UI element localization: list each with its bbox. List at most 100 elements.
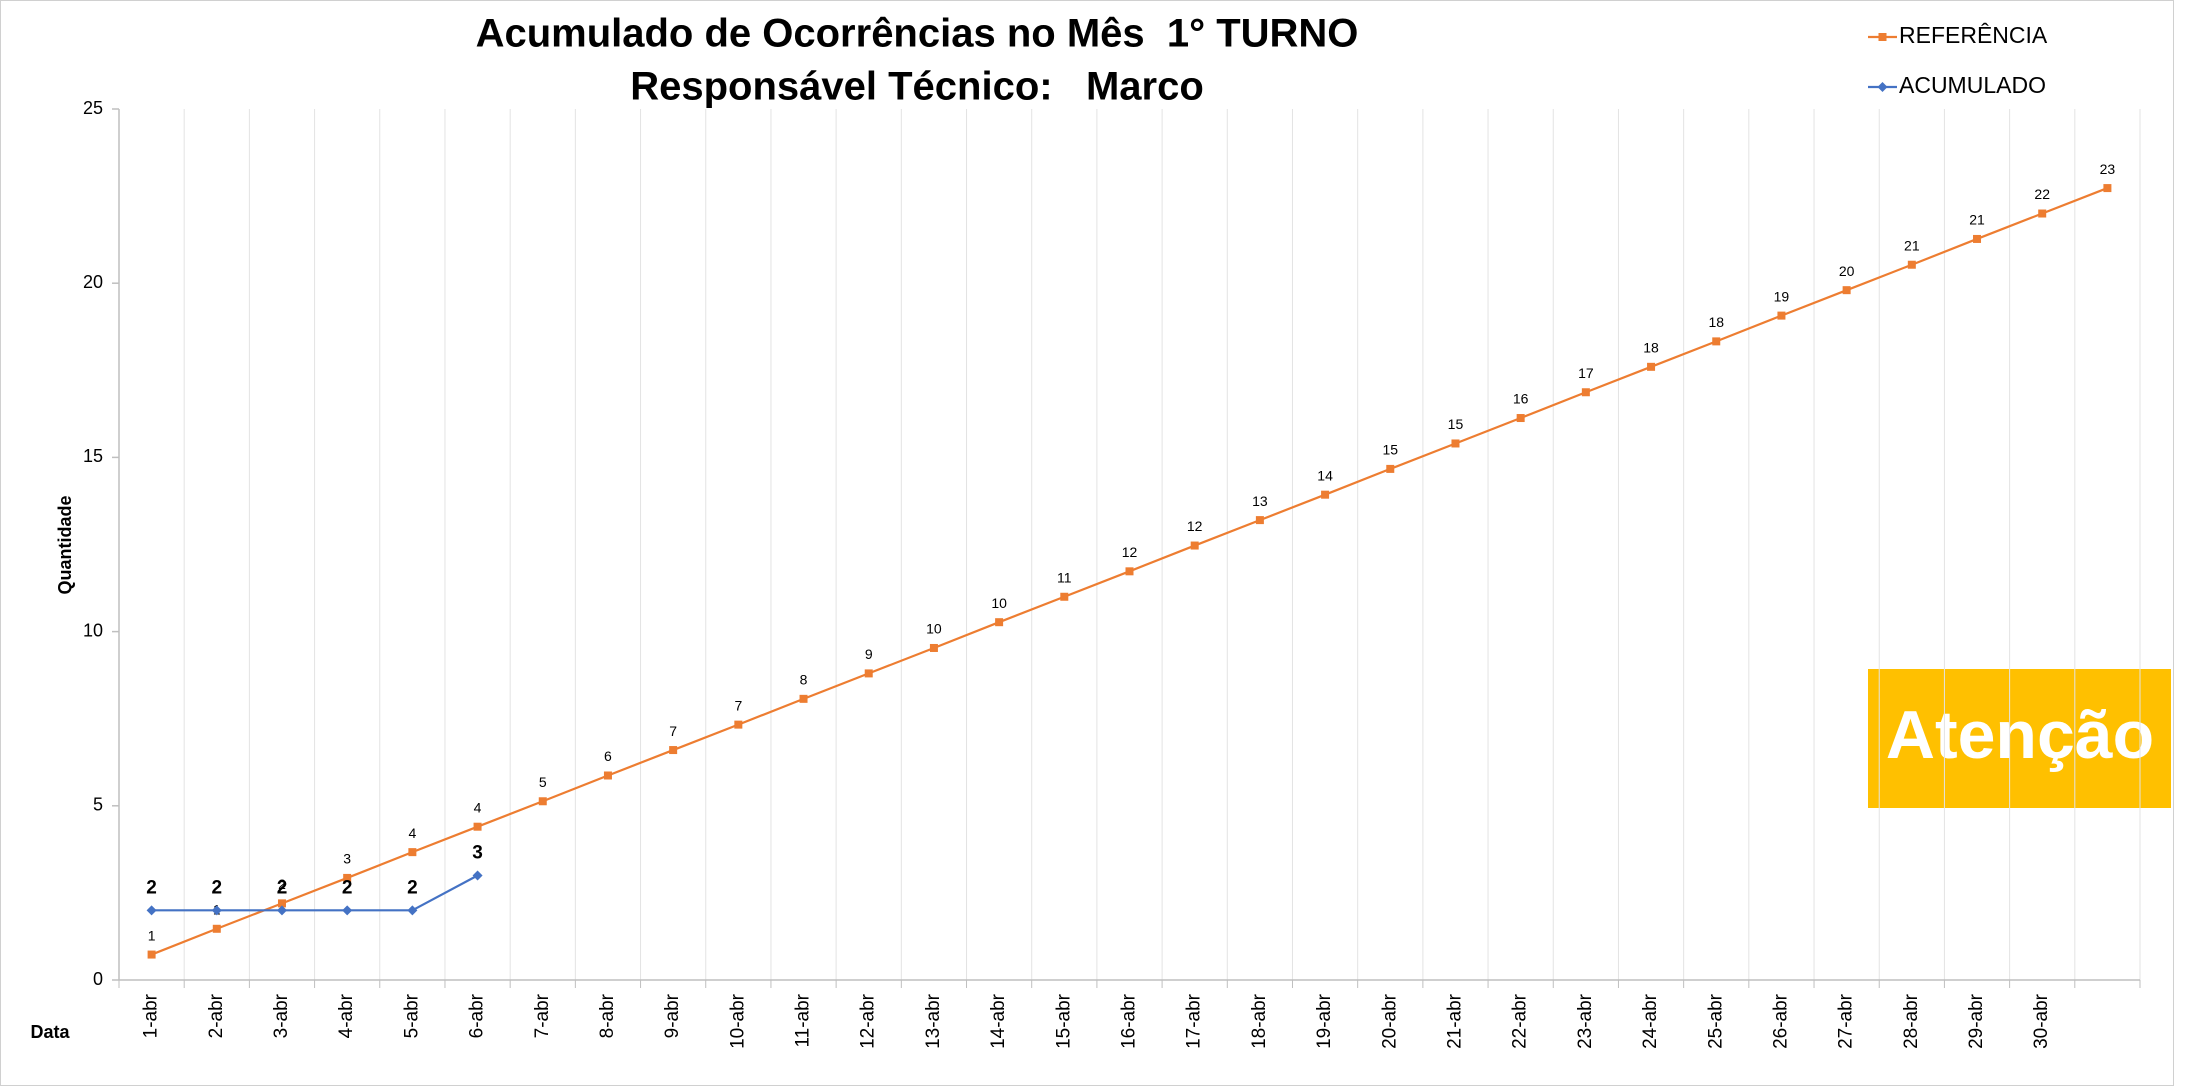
data-label: 12 — [1187, 518, 1203, 534]
point-marker — [146, 905, 157, 916]
legend-marker — [1877, 82, 1888, 92]
y-tick-label: 25 — [83, 98, 103, 118]
point-marker — [473, 822, 482, 831]
x-tick-label: 15-abr — [1053, 993, 1074, 1049]
x-tick-label: 9-abr — [662, 993, 683, 1038]
data-label: 3 — [472, 842, 483, 863]
point-marker — [1386, 464, 1395, 473]
chart-title: Acumulado de Ocorrências no Mês 1° TURNO — [476, 12, 1359, 56]
y-tick-label: 0 — [93, 969, 103, 989]
series-line — [151, 874, 479, 912]
x-tick-label: 14-abr — [988, 993, 1009, 1049]
point-marker — [734, 720, 743, 729]
point-marker — [408, 848, 417, 857]
x-tick-label: 22-abr — [1510, 993, 1531, 1049]
data-label: 16 — [1513, 391, 1529, 407]
data-label: 20 — [1839, 263, 1855, 279]
point-marker — [407, 905, 418, 916]
x-tick-label: 4-abr — [336, 993, 357, 1038]
data-label: 2 — [212, 877, 223, 898]
point-marker — [929, 643, 938, 652]
attention-text: Atenção — [1886, 697, 2154, 773]
data-label: 21 — [1904, 237, 1920, 253]
point-marker — [1647, 362, 1656, 371]
data-label: 23 — [2100, 161, 2116, 177]
data-label: 13 — [1252, 493, 1268, 509]
x-tick-label: 8-abr — [597, 993, 618, 1038]
x-tick-label: 20-abr — [1379, 993, 1400, 1049]
x-tick-label: 18-abr — [1249, 993, 1270, 1049]
point-marker — [277, 899, 286, 908]
x-tick-label: 3-abr — [271, 993, 292, 1038]
data-label: 14 — [1317, 467, 1333, 483]
x-tick-label: 11-abr — [793, 993, 814, 1047]
point-marker — [342, 905, 353, 916]
data-label: 18 — [1643, 340, 1659, 356]
x-tick-label: 25-abr — [1705, 993, 1726, 1049]
x-tick-label: 30-abr — [2031, 993, 2052, 1049]
point-marker — [669, 746, 678, 755]
x-tick-label: 23-abr — [1575, 993, 1596, 1049]
legend-marker — [1878, 33, 1887, 41]
data-label: 2 — [277, 877, 288, 898]
legend-label: ACUMULADO — [1899, 72, 2046, 98]
data-label: 21 — [1969, 212, 1985, 228]
point-marker — [1907, 260, 1916, 269]
attention-box — [1868, 669, 2171, 808]
data-label: 7 — [734, 697, 742, 713]
data-label: 1 — [148, 927, 156, 943]
x-tick-label: 16-abr — [1119, 993, 1140, 1049]
point-marker — [1777, 311, 1786, 320]
data-label: 18 — [1708, 314, 1724, 330]
point-marker — [1125, 567, 1134, 576]
point-marker — [1060, 592, 1069, 601]
data-label: 10 — [991, 595, 1007, 611]
point-marker — [1842, 286, 1851, 295]
point-marker — [538, 797, 547, 806]
x-tick-label: 19-abr — [1314, 993, 1335, 1049]
data-label: 2 — [278, 876, 286, 892]
x-tick-label: 13-abr — [923, 993, 944, 1049]
point-marker — [1321, 490, 1330, 499]
x-tick-label: 27-abr — [1836, 993, 1857, 1049]
data-label: 2 — [342, 877, 353, 898]
data-label: 7 — [669, 723, 677, 739]
y-axis-title: Quantidade — [55, 495, 75, 594]
x-tick-label: 10-abr — [727, 993, 748, 1049]
point-marker — [2103, 184, 2112, 193]
data-label: 5 — [539, 774, 547, 790]
data-label: 2 — [407, 877, 418, 898]
y-tick-label: 15 — [83, 446, 103, 466]
data-label: 3 — [343, 851, 351, 867]
x-tick-label: 21-abr — [1444, 993, 1465, 1049]
point-marker — [1190, 541, 1199, 550]
data-label: 15 — [1448, 416, 1464, 432]
legend-label: REFERÊNCIA — [1899, 22, 2048, 48]
point-marker — [1973, 234, 1982, 243]
point-marker — [211, 905, 222, 916]
x-tick-label: 2-abr — [206, 993, 227, 1038]
x-tick-label: 12-abr — [858, 993, 879, 1049]
data-label: 15 — [1382, 442, 1398, 458]
x-tick-label: 5-abr — [401, 993, 422, 1038]
x-tick-label: 6-abr — [467, 993, 488, 1038]
data-label: 19 — [1774, 288, 1790, 304]
point-marker — [1255, 516, 1264, 525]
point-marker — [1712, 337, 1721, 346]
point-marker — [276, 905, 287, 916]
point-marker — [343, 873, 352, 882]
point-marker — [995, 618, 1004, 627]
x-tick-label: 1-abr — [141, 993, 162, 1038]
x-tick-label: 7-abr — [532, 993, 553, 1038]
point-marker — [799, 694, 808, 703]
point-marker — [147, 950, 156, 959]
data-label: 22 — [2034, 186, 2050, 202]
data-label: 2 — [146, 877, 157, 898]
data-label: 8 — [800, 672, 808, 688]
point-marker — [603, 771, 612, 780]
data-label: 6 — [604, 748, 612, 764]
point-marker — [2038, 209, 2047, 218]
